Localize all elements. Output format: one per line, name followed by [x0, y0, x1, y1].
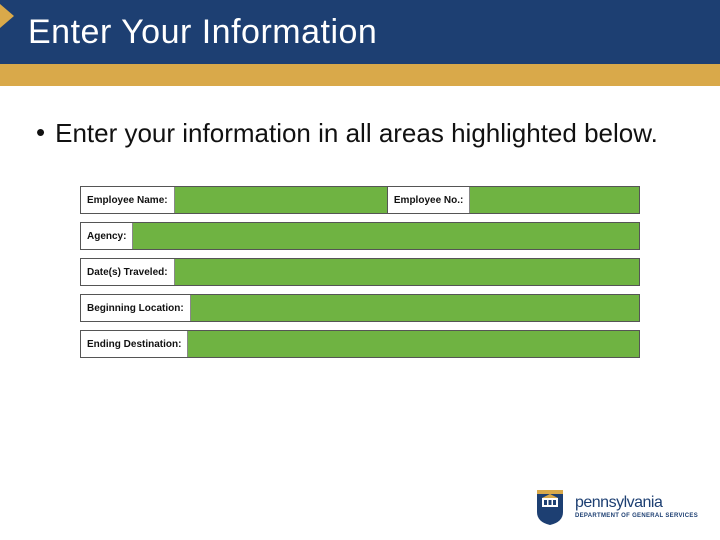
field-ending-destination[interactable]	[187, 331, 639, 357]
header-arrow-icon	[0, 4, 14, 28]
bullet-icon: •	[36, 116, 45, 148]
field-agency[interactable]	[132, 223, 639, 249]
field-employee-no[interactable]	[469, 187, 639, 213]
label-employee-name: Employee Name:	[81, 187, 174, 213]
form-row-beginning: Beginning Location:	[80, 294, 640, 322]
page-title: Enter Your Information	[28, 13, 377, 52]
form-cell-employee-no: Employee No.:	[388, 187, 639, 213]
field-beginning-location[interactable]	[190, 295, 639, 321]
label-agency: Agency:	[81, 223, 132, 249]
field-employee-name[interactable]	[174, 187, 387, 213]
accent-bar	[0, 64, 720, 86]
label-beginning-location: Beginning Location:	[81, 295, 190, 321]
content-area: • Enter your information in all areas hi…	[0, 86, 720, 358]
label-ending-destination: Ending Destination:	[81, 331, 187, 357]
pa-shield-icon	[533, 488, 567, 526]
label-employee-no: Employee No.:	[388, 187, 469, 213]
instruction-row: • Enter your information in all areas hi…	[36, 116, 684, 150]
label-dates-traveled: Date(s) Traveled:	[81, 259, 174, 285]
logo-text: pennsylvania DEPARTMENT OF GENERAL SERVI…	[575, 495, 698, 519]
header-bar: Enter Your Information	[0, 0, 720, 64]
logo-state-text: pennsylvania	[575, 495, 698, 511]
form-row-employee: Employee Name: Employee No.:	[80, 186, 640, 214]
logo-dept-text: DEPARTMENT OF GENERAL SERVICES	[575, 513, 698, 519]
form-row-ending: Ending Destination:	[80, 330, 640, 358]
form-row-agency: Agency:	[80, 222, 640, 250]
form-area: Employee Name: Employee No.: Agency: Dat…	[80, 186, 640, 358]
form-cell-employee-name: Employee Name:	[81, 187, 388, 213]
instruction-text: Enter your information in all areas high…	[55, 116, 658, 150]
field-dates-traveled[interactable]	[174, 259, 639, 285]
form-row-dates: Date(s) Traveled:	[80, 258, 640, 286]
footer-logo: pennsylvania DEPARTMENT OF GENERAL SERVI…	[533, 488, 698, 526]
